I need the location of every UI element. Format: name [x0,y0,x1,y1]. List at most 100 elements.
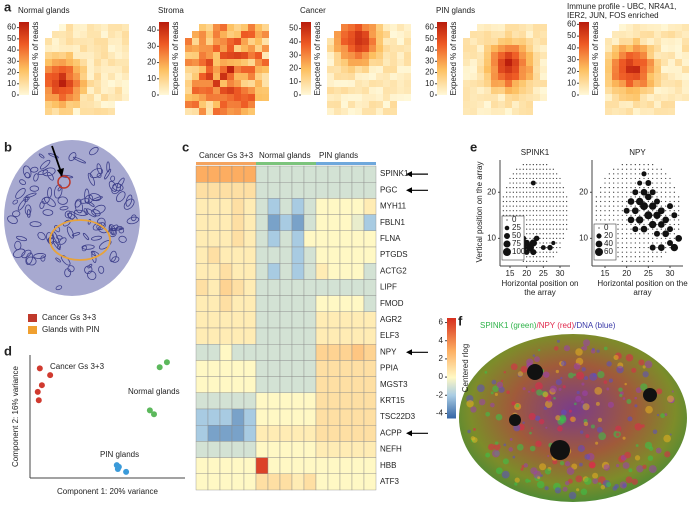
map-pixel [519,45,526,52]
background-spot [626,242,628,244]
background-spot [673,223,675,226]
heatmap-cell [255,327,269,345]
background-spot [639,205,641,207]
y-tick-label: 10 [487,233,496,242]
heatmap-cell [303,181,317,199]
map-pixel [101,87,108,94]
fluorescence-speck [525,478,530,483]
tissue-gland [118,235,127,243]
map-pixel [248,66,255,73]
tissue-gland [57,244,61,250]
background-spot [600,200,602,203]
fluorescence-speck [559,460,565,466]
colorbar-segment [447,358,456,361]
map-pixel [341,24,348,31]
background-spot [559,223,561,226]
tissue-gland [96,173,102,179]
map-pixel [661,38,668,45]
map-pixel [185,45,192,52]
colorbar-segment [447,404,456,407]
map-pixel [682,66,689,73]
map-pixel [519,101,526,108]
background-spot [526,164,528,166]
background-spot [532,173,534,175]
map-pixel [192,45,199,52]
background-spot [626,228,628,230]
background-spot [539,173,541,175]
heatmap-cell [267,425,281,442]
map-pixel [362,52,369,59]
heatmap-cell [315,165,329,183]
colorbar-tick-label: 2 [439,354,444,363]
colorbar-tick-label: 60 [7,23,16,32]
gene-label: ACPP [380,428,402,437]
colorbar-segment [447,360,456,363]
spot [640,188,648,196]
map-pixel [334,108,341,115]
map-pixel [491,73,498,80]
map-pixel [668,73,675,80]
background-spot [621,256,623,258]
background-spot [665,187,667,189]
map-pixel [626,80,633,87]
map-pixel [654,24,661,31]
background-spot [526,233,528,235]
map-pixel [234,87,241,94]
fluorescence-speck [523,463,529,468]
map-pixel [213,94,220,101]
heatmap-cell [243,246,257,264]
map-pixel [390,94,397,101]
map-pixel [255,66,262,73]
heatmap-cell [351,214,365,232]
background-spot [660,233,662,235]
map-pixel [80,101,87,108]
scatter-point [151,411,157,418]
background-spot [652,210,654,212]
background-spot [532,228,534,230]
map-pixel [626,108,633,115]
map-pixel [654,66,661,73]
map-pixel [213,59,220,66]
y-tick-label: 20 [579,187,588,196]
background-spot [595,210,597,212]
heatmap-cell [219,457,233,475]
map-pixel [101,24,108,31]
map-pixel [66,108,73,115]
map-pixel [206,101,213,108]
background-spot [532,214,534,216]
map-pixel [605,45,612,52]
background-spot [613,173,615,175]
map-pixel [241,108,248,115]
heatmap-cell [303,263,317,280]
map-pixel [376,31,383,38]
map-pixel [633,66,640,73]
heatmap-cell [231,425,245,442]
heatmap-cell [315,295,329,313]
fluorescence-speck [579,430,584,434]
map-pixel [661,94,668,101]
map-pixel [327,59,334,66]
background-spot [556,200,558,203]
map-pixel [626,31,633,38]
gene-label: NPY [380,347,397,356]
background-spot [634,196,636,198]
background-spot [566,196,568,198]
heatmap-cell [279,165,293,183]
heatmap-cell [219,181,233,199]
background-spot [643,223,645,226]
background-spot [613,187,615,189]
background-spot [604,205,606,207]
heatmap-cell [327,230,341,248]
fluorescence-speck [564,480,570,486]
background-spot [529,256,531,258]
map-pixel [80,94,87,101]
background-spot [512,205,514,207]
map-pixel [682,80,689,87]
background-spot [660,228,662,230]
tissue-gland [87,270,97,281]
background-spot [656,182,658,184]
map-pixel [605,87,612,94]
scatter-point [123,468,130,475]
map-pixel [115,38,122,45]
background-spot [647,223,649,226]
